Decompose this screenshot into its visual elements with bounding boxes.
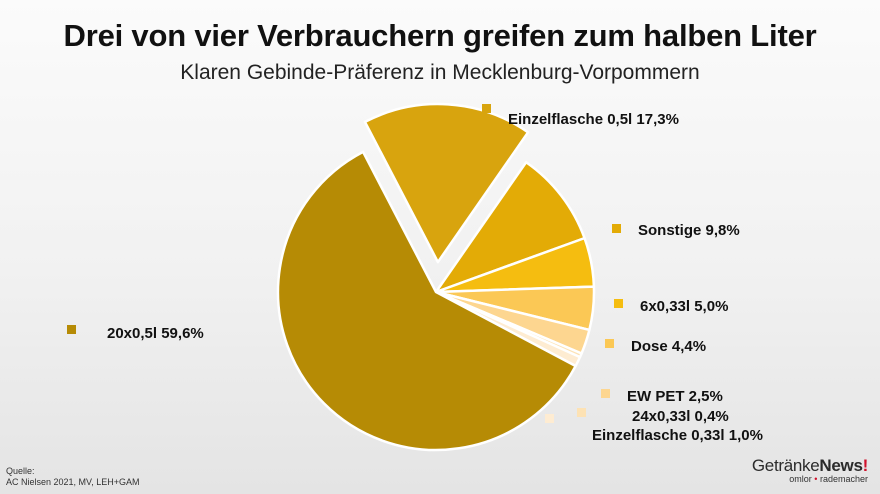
legend-marker-6: [577, 408, 586, 417]
slice-label-4: Dose 4,4%: [631, 338, 706, 355]
logo-sub-part1: omlor: [789, 474, 812, 484]
logo-sub: omlor • rademacher: [752, 474, 868, 484]
legend-marker-3: [614, 299, 623, 308]
logo-brand-mark: !: [862, 456, 869, 475]
source-text: AC Nielsen 2021, MV, LEH+GAM: [6, 477, 140, 487]
pie-slice-1: [363, 102, 530, 264]
slice-label-7: Einzelflasche 0,33l 1,0%: [592, 427, 763, 444]
pie-slice-8: [276, 150, 577, 452]
pie-slice-2: [434, 160, 586, 294]
getraenkenews-logo: GetränkeNews! omlor • rademacher: [752, 456, 868, 484]
logo-brand: GetränkeNews!: [752, 456, 868, 476]
source-note: Quelle: AC Nielsen 2021, MV, LEH+GAM: [6, 466, 139, 488]
legend-marker-2: [612, 224, 621, 233]
logo-sub-dot: •: [814, 474, 818, 484]
logo-brand-part1: Getränke: [751, 456, 820, 475]
pie-labels: Einzelflasche 0,5l 17,3% Sonstige 9,8% 6x0…: [67, 104, 763, 444]
legend-marker-7: [545, 414, 554, 423]
slice-label-8: 20x0,5l 59,6%: [107, 325, 204, 342]
slice-label-1: Einzelflasche 0,5l 17,3%: [508, 111, 679, 128]
chart-subtitle: Klaren Gebinde-Präferenz in Mecklenburg-…: [180, 61, 700, 84]
slice-label-5: EW PET 2,5%: [627, 388, 723, 405]
logo-brand-part2: News: [819, 456, 863, 475]
slice-label-3: 6x0,33l 5,0%: [640, 298, 728, 315]
chart-title: Drei von vier Verbrauchern greifen zum h…: [63, 18, 817, 53]
logo-sub-part2: rademacher: [819, 474, 868, 484]
pie-slices: [276, 102, 596, 452]
slice-label-2: Sonstige 9,8%: [638, 222, 740, 239]
source-label: Quelle:: [6, 466, 35, 476]
slice-label-6: 24x0,33l 0,4%: [632, 408, 729, 425]
legend-marker-1: [482, 104, 491, 113]
legend-marker-8: [67, 325, 76, 334]
legend-marker-4: [605, 339, 614, 348]
legend-marker-5: [601, 389, 610, 398]
